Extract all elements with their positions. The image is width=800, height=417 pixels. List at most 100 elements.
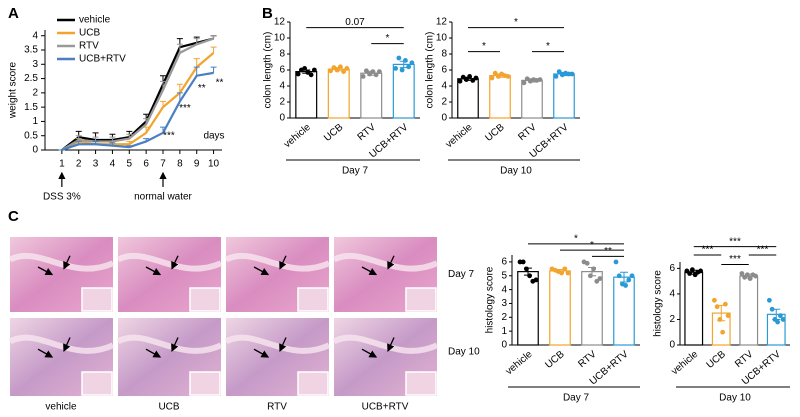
y-tick-label: 3.5 [24, 45, 38, 56]
y-tick-label: 0 [669, 340, 675, 351]
data-point [341, 69, 347, 74]
data-point [360, 74, 366, 79]
series-line [61, 52, 215, 151]
data-point [302, 66, 308, 71]
group-label: Day 7 [342, 166, 369, 177]
annotation: *** [163, 130, 175, 141]
data-point [492, 70, 498, 76]
x-tick-label: 5 [127, 159, 133, 170]
data-point [406, 64, 412, 70]
data-point [559, 270, 564, 276]
x-tick-label: 8 [177, 159, 183, 170]
data-point [769, 306, 775, 312]
data-point [473, 75, 479, 81]
bar [613, 276, 635, 346]
x-tick-label: 10 [208, 159, 220, 170]
arrow [145, 348, 162, 358]
y-tick-label: 2 [279, 97, 285, 108]
x-tick-label: 1 [59, 159, 65, 170]
error-bar [210, 66, 217, 73]
data-point [556, 69, 562, 74]
y-tick-label: 2 [441, 97, 447, 108]
annotation: ** [216, 77, 224, 88]
error-bar [210, 35, 217, 39]
y-tick-label: 2.5 [24, 73, 38, 84]
data-point [537, 77, 543, 82]
series-line [61, 37, 214, 151]
category-label: vehicle [504, 349, 535, 378]
row-label: Day 10 [448, 347, 480, 358]
significance-label: *** [757, 245, 769, 256]
data-point [720, 329, 726, 335]
significance-label: * [574, 234, 578, 245]
data-point [328, 68, 334, 74]
bar [457, 78, 479, 119]
data-point [295, 71, 301, 77]
tissue-texture [224, 252, 331, 272]
data-point [597, 276, 603, 281]
data-point [311, 67, 317, 73]
bar [521, 79, 543, 119]
category-label: RTV [733, 349, 756, 370]
arrow [253, 266, 270, 276]
data-point [687, 271, 693, 276]
data-point [464, 77, 469, 82]
data-point [753, 273, 759, 279]
data-point [553, 74, 559, 79]
panel-label: A [8, 5, 19, 22]
category-label: UCB [483, 122, 506, 144]
arrow [279, 337, 287, 352]
tissue-texture [224, 334, 331, 354]
data-point [520, 259, 526, 265]
significance-label: 0.07 [345, 17, 365, 28]
y-tick-label: 0 [32, 145, 38, 156]
group-label: Day 10 [719, 393, 751, 404]
inset [405, 287, 437, 312]
row-label: Day 7 [448, 269, 475, 280]
legend-label: vehicle [79, 15, 111, 26]
column-label: RTV [267, 402, 287, 413]
y-tick-label: 10 [436, 33, 448, 44]
data-point [739, 271, 745, 276]
inset [189, 287, 221, 312]
bar [360, 72, 383, 119]
data-point [527, 273, 532, 279]
category-label: RTV [516, 122, 539, 143]
y-tick-label: 4 [501, 284, 507, 295]
data-point [714, 304, 720, 310]
data-point [402, 58, 408, 63]
y-axis-label: histology score [485, 266, 496, 333]
data-point [393, 66, 399, 71]
tissue-texture [332, 252, 439, 272]
data-point [399, 67, 405, 73]
data-point [747, 276, 753, 281]
y-tick-label: 1 [501, 326, 507, 337]
x-tick-label: 6 [143, 159, 149, 170]
legend-label: UCB [79, 28, 100, 39]
y-tick-label: 6 [501, 257, 507, 268]
y-tick-label: 4 [441, 81, 447, 92]
data-point [613, 259, 619, 265]
significance-label: ** [604, 246, 612, 257]
y-tick-label: 0.5 [24, 130, 38, 141]
category-label: RTV [356, 122, 379, 143]
column-label: vehicle [45, 402, 77, 413]
category-label: UCB [705, 349, 728, 371]
data-point [588, 273, 593, 279]
arrow [253, 348, 270, 358]
significance-label: *** [729, 254, 741, 265]
arrow [361, 266, 378, 276]
data-point [373, 72, 379, 78]
arrow [387, 337, 395, 352]
x-tick-label: 9 [194, 159, 200, 170]
data-point [569, 71, 575, 77]
data-point [626, 277, 632, 283]
bar [392, 63, 415, 119]
y-tick-label: 6 [669, 263, 675, 274]
arrow [387, 255, 395, 270]
data-point [717, 317, 723, 322]
y-tick-label: 2 [32, 87, 38, 98]
y-axis-label: weight score [8, 61, 19, 119]
data-point [629, 273, 635, 279]
